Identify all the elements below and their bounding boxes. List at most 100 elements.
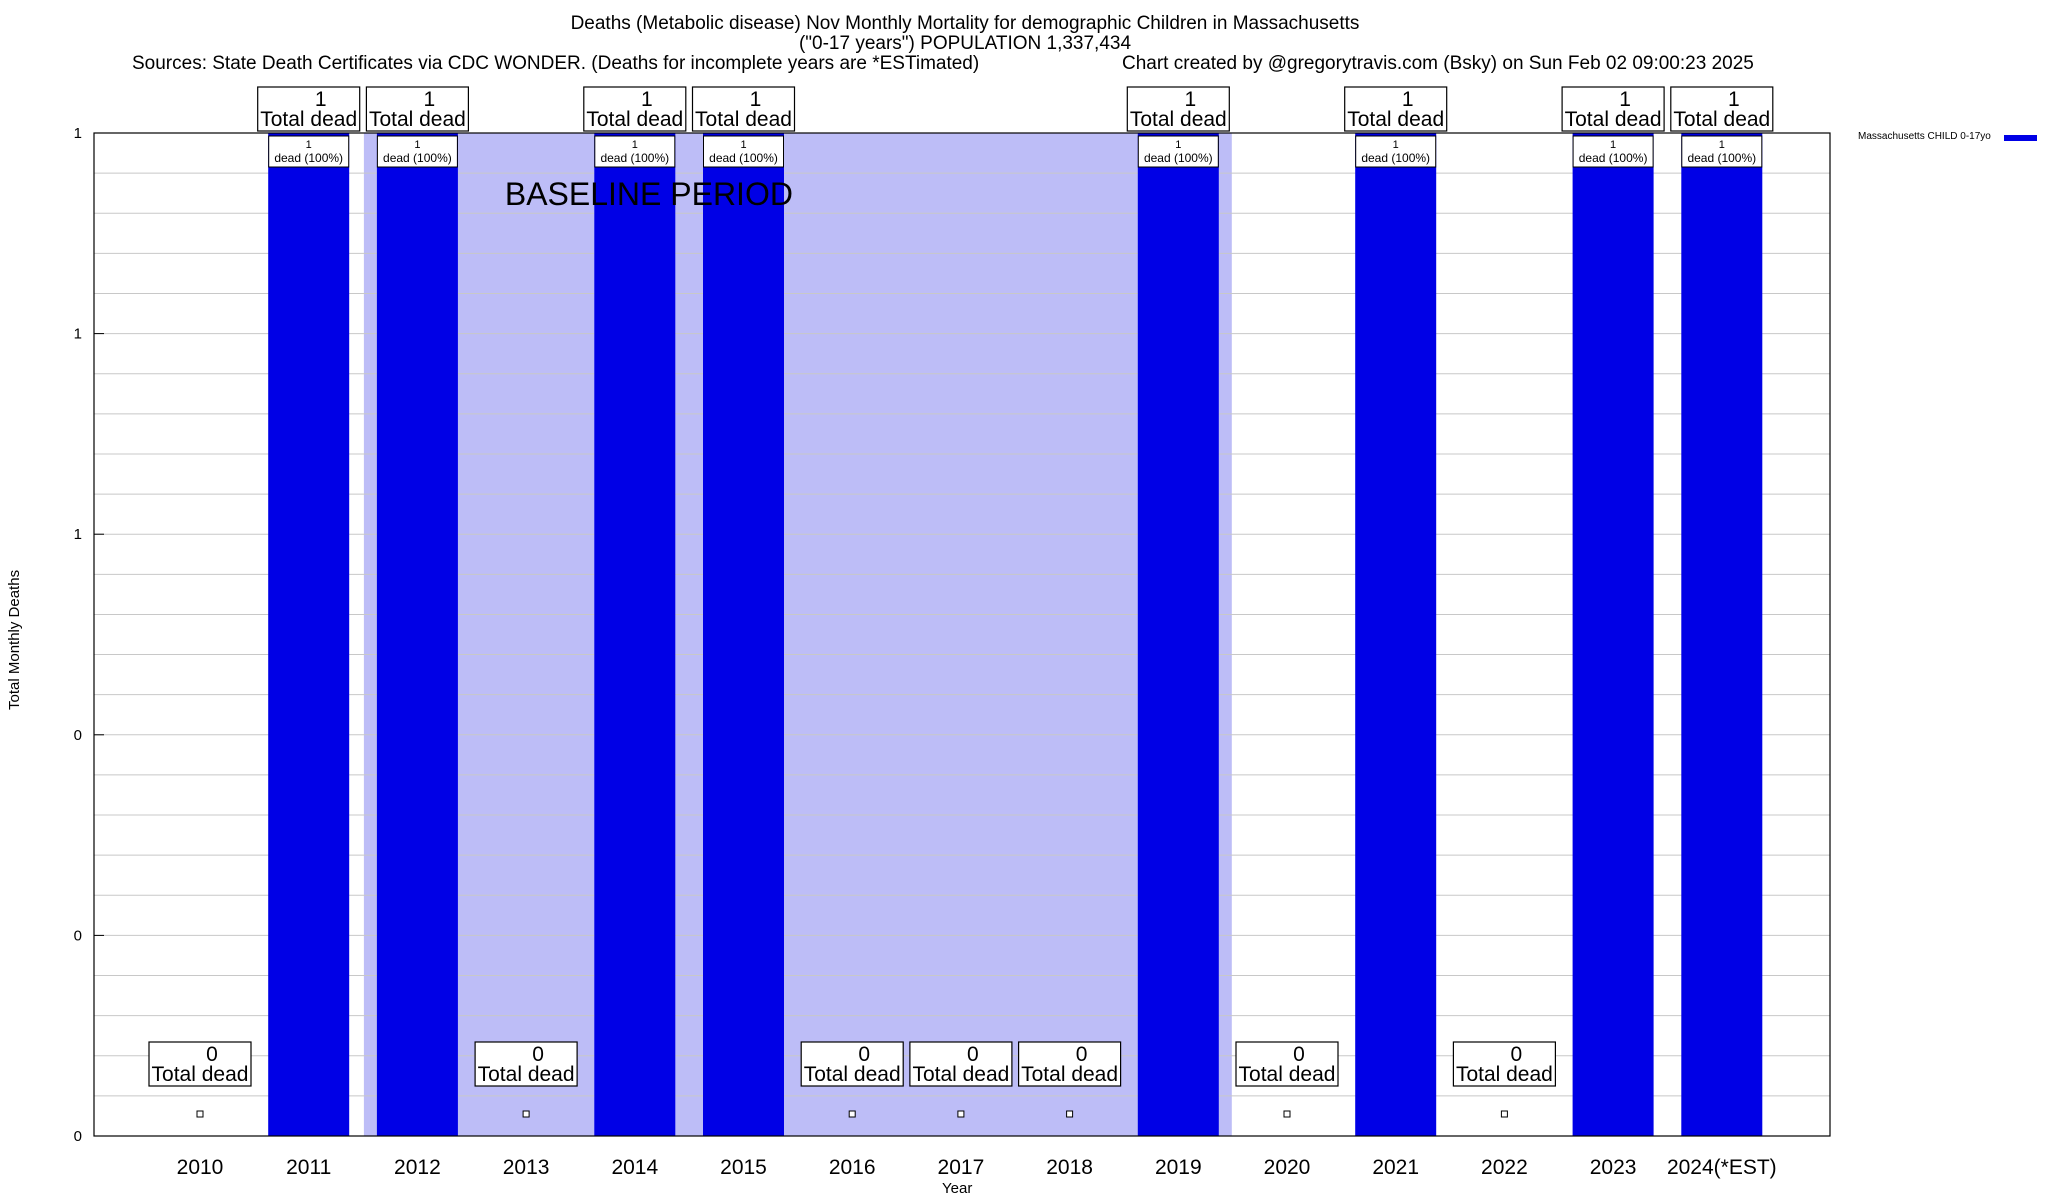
bar-2015	[703, 133, 784, 1136]
total-dead-label: Total dead	[586, 108, 683, 131]
total-dead-box	[474, 1041, 578, 1087]
chart-subtitle: ("0-17 years") POPULATION 1,337,434	[798, 33, 1132, 54]
bar-label-box	[594, 135, 676, 168]
total-dead-count: 0	[1511, 1043, 1523, 1066]
bar-label-count: 1	[414, 139, 420, 151]
zero-marker	[1500, 1110, 1508, 1118]
total-dead-label: Total dead	[804, 1063, 901, 1086]
total-dead-box	[365, 86, 469, 132]
x-tick-label: 2017	[938, 1156, 985, 1179]
bar-label-box	[268, 135, 350, 168]
total-dead-box	[1344, 86, 1448, 132]
x-tick-label: 2022	[1481, 1156, 1528, 1179]
x-tick-label: 2013	[503, 1156, 550, 1179]
total-dead-count: 0	[532, 1043, 544, 1066]
x-tick-label: 2019	[1155, 1156, 1202, 1179]
bar-label-count: 1	[1719, 139, 1725, 151]
x-tick-label: 2011	[286, 1156, 331, 1179]
x-tick-label: 2012	[394, 1156, 441, 1179]
y-tick-label: 1	[74, 125, 82, 142]
total-dead-count: 0	[967, 1043, 979, 1066]
bar-label-percent: dead (100%)	[709, 151, 778, 165]
legend-swatch	[2004, 135, 2037, 141]
y-axis-label: Total Monthly Deaths	[6, 569, 23, 710]
bar-label-percent: dead (100%)	[1687, 151, 1756, 165]
y-tick-label: 0	[74, 1128, 82, 1145]
bar-2023	[1572, 133, 1654, 1136]
total-dead-box	[1452, 1041, 1557, 1087]
total-dead-count: 1	[1184, 88, 1196, 111]
total-dead-label: Total dead	[1021, 1063, 1118, 1086]
total-dead-box	[1670, 86, 1774, 132]
x-tick-label: 2020	[1264, 1156, 1311, 1179]
chart-title: Deaths (Metabolic disease) Nov Monthly M…	[570, 13, 1360, 34]
bar-label-box	[1572, 135, 1654, 168]
bar-label-box	[1137, 135, 1219, 168]
total-dead-box	[909, 1041, 1013, 1087]
bar-label-percent: dead (100%)	[1579, 151, 1648, 165]
zero-marker	[1283, 1110, 1291, 1118]
x-tick-label: 2023	[1590, 1156, 1637, 1179]
total-dead-label: Total dead	[912, 1063, 1009, 1086]
total-dead-count: 1	[315, 88, 327, 111]
total-dead-box	[800, 1041, 904, 1087]
total-dead-label: Total dead	[695, 108, 792, 131]
bar-label-box	[376, 135, 458, 168]
chart-sources: Sources: State Death Certificates via CD…	[132, 53, 980, 74]
y-tick-label: 1	[74, 326, 82, 343]
total-dead-box	[1017, 1041, 1122, 1087]
baseline-period-label: BASELINE PERIOD	[505, 176, 793, 212]
bar-label-percent: dead (100%)	[274, 151, 343, 165]
total-dead-label: Total dead	[1456, 1063, 1553, 1086]
bar-2019	[1137, 133, 1219, 1136]
bar-2012	[376, 133, 458, 1136]
total-dead-box	[691, 86, 796, 132]
plot-frame	[93, 132, 1831, 1137]
bar-label-count: 1	[306, 139, 312, 151]
bar-label-percent: dead (100%)	[1144, 151, 1213, 165]
total-dead-label: Total dead	[1565, 108, 1662, 131]
bar-label-count: 1	[1175, 139, 1181, 151]
total-dead-count: 1	[1619, 88, 1631, 111]
total-dead-box	[1126, 86, 1230, 132]
total-dead-label: Total dead	[369, 108, 466, 131]
total-dead-box	[583, 86, 687, 132]
total-dead-label: Total dead	[1239, 1063, 1336, 1086]
bar-label-percent: dead (100%)	[600, 151, 669, 165]
bar-label-box	[1355, 135, 1437, 168]
bar-label-count: 1	[1610, 139, 1616, 151]
x-tick-label: 2015	[720, 1156, 767, 1179]
x-tick-label: 2014	[611, 1156, 658, 1179]
total-dead-count: 0	[206, 1043, 218, 1066]
total-dead-count: 1	[641, 88, 653, 111]
bar-label-box	[1681, 135, 1763, 168]
y-tick-label: 0	[74, 927, 82, 944]
bar-label-box	[703, 135, 784, 168]
bar-label-percent: dead (100%)	[1361, 151, 1430, 165]
total-dead-box	[1561, 86, 1665, 132]
x-tick-label: 2016	[829, 1156, 876, 1179]
x-tick-label: 2021	[1372, 1156, 1419, 1179]
total-dead-count: 1	[1728, 88, 1740, 111]
legend-label: Massachusetts CHILD 0-17yo	[1858, 131, 1991, 142]
y-tick-label: 1	[74, 526, 82, 543]
bar-2011	[268, 133, 350, 1136]
total-dead-label: Total dead	[1673, 108, 1770, 131]
total-dead-count: 1	[424, 88, 436, 111]
y-tick-label: 0	[74, 727, 82, 744]
total-dead-count: 1	[1402, 88, 1414, 111]
chart-credit: Chart created by @gregorytravis.com (Bsk…	[1122, 53, 1754, 74]
total-dead-label: Total dead	[1130, 108, 1227, 131]
bar-label-count: 1	[1393, 139, 1399, 151]
bar-2014	[594, 133, 676, 1136]
zero-marker	[957, 1110, 965, 1118]
bar-2021	[1355, 133, 1437, 1136]
total-dead-label: Total dead	[260, 108, 357, 131]
bar-label-count: 1	[632, 139, 638, 151]
x-axis-label: Year	[942, 1180, 973, 1197]
zero-marker	[196, 1110, 204, 1118]
total-dead-label: Total dead	[478, 1063, 575, 1086]
total-dead-label: Total dead	[152, 1063, 249, 1086]
total-dead-box	[148, 1041, 252, 1087]
